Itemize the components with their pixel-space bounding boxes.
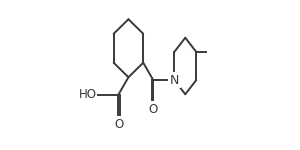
- Text: HO: HO: [79, 88, 97, 101]
- Text: N: N: [170, 74, 179, 87]
- Text: O: O: [148, 103, 157, 116]
- Text: O: O: [115, 118, 124, 131]
